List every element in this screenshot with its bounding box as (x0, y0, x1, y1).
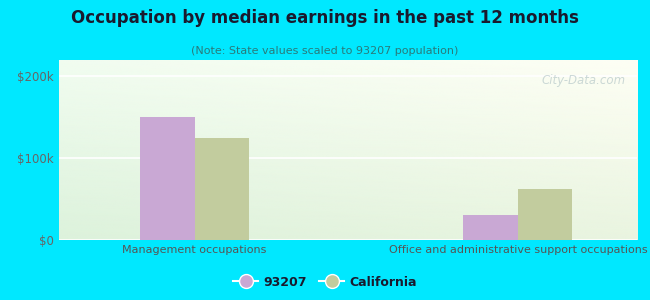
Text: (Note: State values scaled to 93207 population): (Note: State values scaled to 93207 popu… (191, 46, 459, 56)
Text: City-Data.com: City-Data.com (541, 74, 625, 87)
Text: Occupation by median earnings in the past 12 months: Occupation by median earnings in the pas… (71, 9, 579, 27)
Bar (140, 117, 194, 240)
Bar (518, 189, 573, 240)
Bar (194, 138, 249, 240)
Bar (463, 215, 518, 240)
Legend: 93207, California: 93207, California (228, 271, 422, 294)
